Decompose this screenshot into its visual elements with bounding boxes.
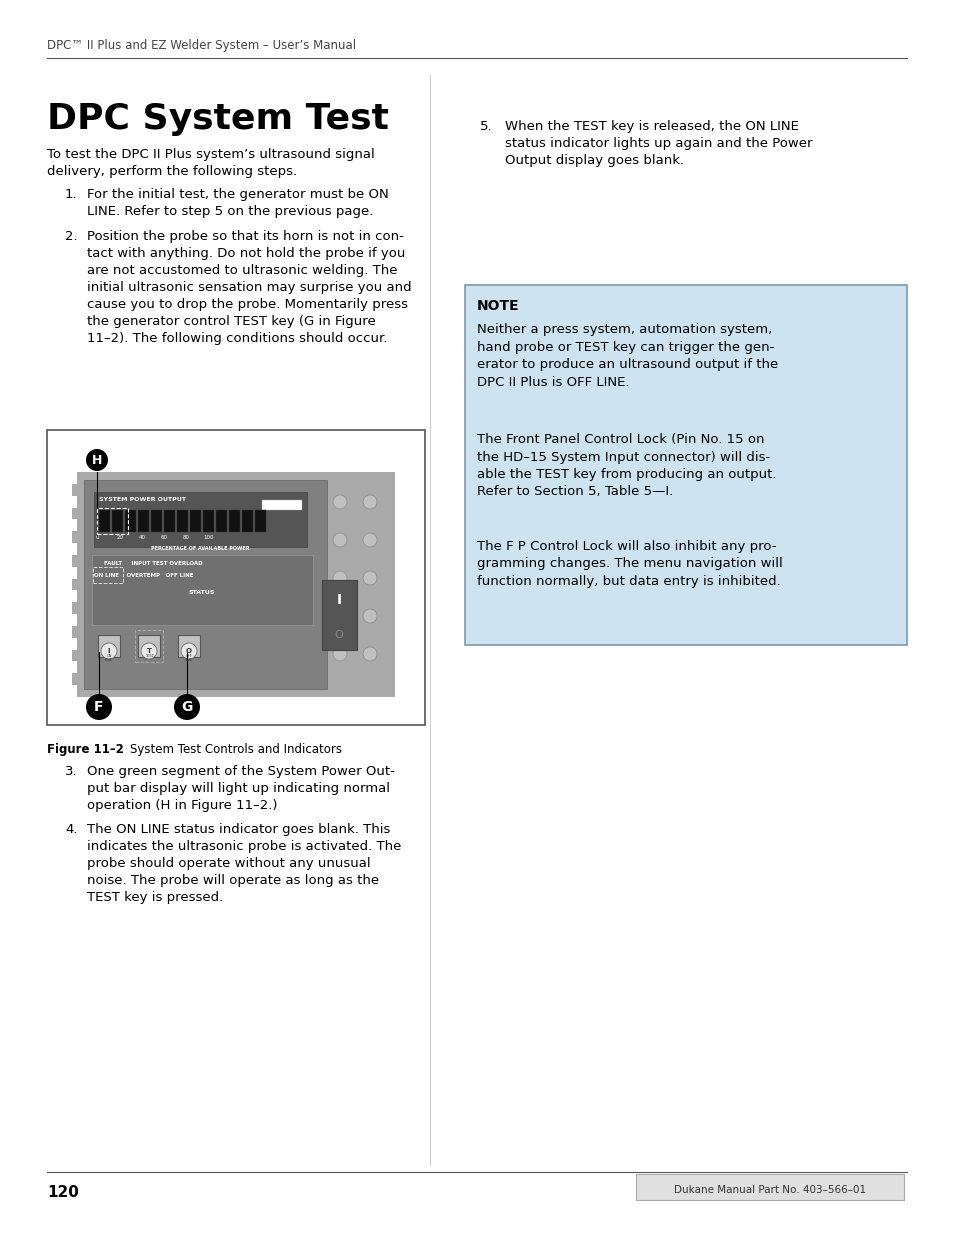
Bar [67,590,77,603]
Bar [135,630,163,662]
Text: One green segment of the System Power Out-
put bar display will light up indicat: One green segment of the System Power Ou… [87,764,395,811]
Bar [94,492,307,547]
Bar [67,543,77,555]
Bar [464,285,906,645]
Text: 2.: 2. [65,230,77,243]
Bar [99,510,110,532]
Bar [178,635,200,657]
Bar [636,1174,903,1200]
Circle shape [333,495,347,509]
Text: 60: 60 [161,535,168,540]
Bar [322,580,356,650]
Text: Figure 11–2: Figure 11–2 [47,743,124,756]
Circle shape [363,534,376,547]
Circle shape [333,571,347,585]
Text: Neither a press system, automation system,
hand probe or TEST key can trigger th: Neither a press system, automation syste… [476,324,778,389]
Text: 4.: 4. [65,823,77,836]
Circle shape [363,495,376,509]
Circle shape [363,647,376,661]
Bar [254,510,266,532]
Text: ON
LINE: ON LINE [105,655,112,662]
Text: 80: 80 [183,535,190,540]
Circle shape [173,694,200,720]
Text: Position the probe so that its horn is not in con-
tact with anything. Do not ho: Position the probe so that its horn is n… [87,230,411,345]
Bar [229,510,240,532]
Text: TEST: TEST [145,655,153,658]
Bar [67,614,77,626]
Text: When the TEST key is released, the ON LINE
status indicator lights up again and : When the TEST key is released, the ON LI… [504,120,812,167]
Text: SYSTEM POWER OUTPUT: SYSTEM POWER OUTPUT [99,496,186,501]
Text: H: H [91,453,102,467]
Circle shape [333,534,347,547]
Bar [67,567,77,578]
Text: 100: 100 [203,535,213,540]
Text: 40: 40 [139,535,146,540]
Text: I: I [108,648,111,655]
Bar [151,510,162,532]
Text: T: T [147,648,152,655]
Text: STATUS: STATUS [189,590,215,595]
Bar [242,510,253,532]
Text: System Test Controls and Indicators: System Test Controls and Indicators [115,743,341,756]
Text: DPC System Test: DPC System Test [47,103,389,136]
Bar [71,472,395,697]
Text: The F P Control Lock will also inhibit any pro-
gramming changes. The menu navig: The F P Control Lock will also inhibit a… [476,540,781,588]
Text: For the initial test, the generator must be ON
LINE. Refer to step 5 on the prev: For the initial test, the generator must… [87,188,388,219]
Bar [92,567,123,583]
Text: DPC™ II Plus and EZ Welder System – User’s Manual: DPC™ II Plus and EZ Welder System – User… [47,40,355,52]
Text: 5.: 5. [479,120,492,133]
Text: I: I [336,593,341,606]
Circle shape [363,571,376,585]
Bar [164,510,174,532]
Bar [67,637,77,650]
Text: F: F [94,700,104,714]
Bar [177,510,188,532]
Text: O: O [186,648,192,655]
Text: 120: 120 [47,1186,79,1200]
Text: Dukane Manual Part No. 403–566–01: Dukane Manual Part No. 403–566–01 [673,1186,865,1195]
Bar [125,510,136,532]
Bar [67,520,77,531]
Bar [203,510,213,532]
Bar [97,508,128,534]
Text: The Front Panel Control Lock (Pin No. 15 on
the HD–15 System Input connector) wi: The Front Panel Control Lock (Pin No. 15… [476,433,776,499]
Text: 0: 0 [96,535,99,540]
Text: FAULT     INPUT TEST OVERLOAD: FAULT INPUT TEST OVERLOAD [104,561,202,566]
Text: 20: 20 [117,535,124,540]
Circle shape [333,609,347,622]
Bar [262,500,302,510]
Circle shape [181,643,196,659]
Bar [138,510,149,532]
Bar [67,662,77,673]
Bar [190,510,201,532]
Text: ON LINE    OVERTEMP   OFF LINE: ON LINE OVERTEMP OFF LINE [94,573,193,578]
Bar [112,510,123,532]
Bar [67,495,77,508]
Circle shape [333,647,347,661]
Bar [84,480,327,689]
Bar [98,635,120,657]
Text: OFF
LINE: OFF LINE [185,655,193,662]
Bar [215,510,227,532]
Circle shape [101,643,117,659]
Circle shape [86,450,108,471]
Circle shape [363,609,376,622]
Text: G: G [181,700,193,714]
Text: 3.: 3. [65,764,77,778]
Bar [67,685,77,697]
Text: The ON LINE status indicator goes blank. This
indicates the ultrasonic probe is : The ON LINE status indicator goes blank.… [87,823,401,904]
Bar [67,472,77,484]
Circle shape [86,694,112,720]
Text: O: O [335,630,343,640]
Text: NOTE: NOTE [476,299,519,312]
Text: To test the DPC II Plus system’s ultrasound signal
delivery, perform the followi: To test the DPC II Plus system’s ultraso… [47,148,375,178]
Bar [138,635,160,657]
Text: PERCENTAGE OF AVAILABLE POWER: PERCENTAGE OF AVAILABLE POWER [151,546,249,551]
Text: 1.: 1. [65,188,77,201]
Circle shape [141,643,157,659]
Bar [91,555,313,625]
Bar [47,430,424,725]
